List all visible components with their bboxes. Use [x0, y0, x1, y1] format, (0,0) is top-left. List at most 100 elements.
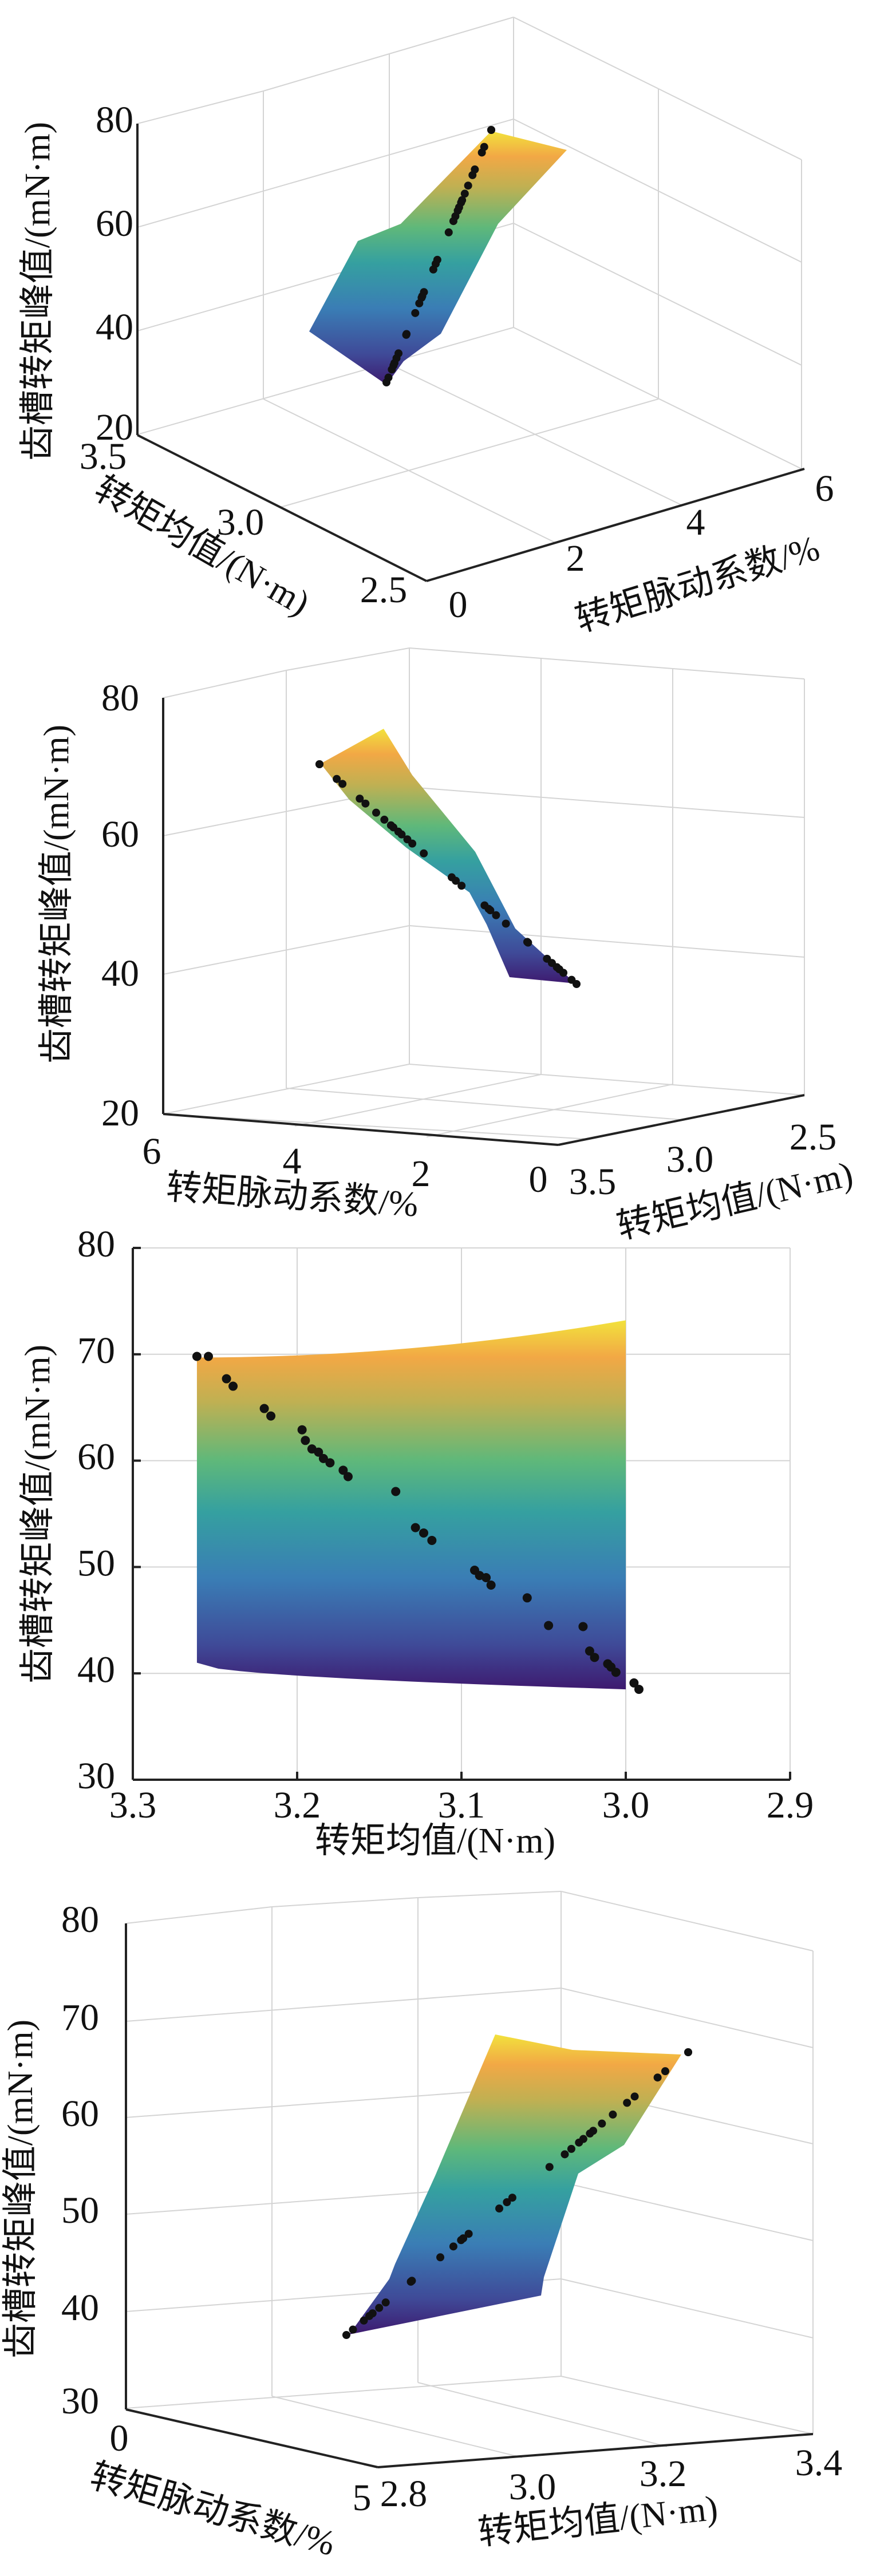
data-point	[634, 1685, 644, 1694]
y-axis-label: 转矩脉动系数/%	[86, 2456, 340, 2563]
panel-3d-front: 80 60 40 203.5 3.0 2.5 0 2 4 6 转矩均值/(N·m) 转矩脉动系数/% 齿…	[18, 17, 834, 639]
data-point	[338, 780, 347, 788]
data-point	[365, 2312, 374, 2320]
z-tick-label: 60	[101, 813, 139, 855]
data-point	[381, 2298, 390, 2307]
x-axis-line	[163, 1113, 559, 1146]
z-tick-label: 20	[96, 406, 133, 448]
y-axis-line	[558, 1094, 805, 1146]
gridline	[125, 1906, 273, 1924]
data-point	[486, 1580, 496, 1590]
data-point	[318, 1453, 328, 1463]
x-tick-label: 2.9	[767, 1784, 814, 1826]
y-tick-label: 50	[77, 1543, 115, 1585]
y-tick-label: 30	[77, 1755, 115, 1797]
data-point	[495, 2204, 504, 2213]
data-point	[391, 1487, 401, 1496]
data-point	[567, 2144, 575, 2153]
gridline	[513, 118, 802, 263]
data-point	[427, 1535, 437, 1545]
gridline	[163, 925, 410, 975]
gridline	[409, 1064, 805, 1096]
x-axis-line	[137, 434, 427, 582]
data-point	[503, 2198, 511, 2206]
y-tick-label: 40	[77, 1649, 115, 1690]
data-point	[372, 808, 380, 817]
gridline	[263, 398, 556, 543]
z-tick-label: 40	[61, 2287, 99, 2329]
data-point	[452, 876, 460, 885]
y-tick-label: 3.5	[569, 1161, 617, 1203]
data-point	[559, 969, 568, 977]
gridline	[163, 670, 287, 698]
data-point	[586, 2129, 594, 2138]
z-tick-label: 60	[61, 2093, 99, 2135]
data-point	[524, 938, 532, 947]
x-tick-label: 3.3	[109, 1784, 157, 1826]
data-point	[356, 795, 364, 803]
data-point	[486, 906, 495, 915]
x-tick-label: 3.1	[438, 1784, 486, 1826]
data-point	[457, 882, 466, 890]
data-point	[402, 330, 411, 339]
gridline	[137, 90, 264, 124]
gridline	[417, 2382, 668, 2447]
y-tick-label: 2	[566, 538, 585, 579]
data-point	[444, 228, 453, 236]
data-point	[266, 1411, 276, 1421]
x-tick-label: 6	[143, 1131, 161, 1172]
data-point	[449, 217, 457, 226]
data-point	[464, 2230, 473, 2238]
gridline	[561, 2182, 814, 2241]
data-point	[419, 1528, 428, 1538]
gridline	[409, 647, 805, 679]
data-point	[204, 1352, 214, 1361]
gridline	[163, 1113, 590, 1140]
data-point	[611, 1668, 621, 1677]
y-axis-label: 齿槽转矩峰值/(mN·m)	[18, 1345, 57, 1684]
x-tick-label: 4	[283, 1140, 302, 1182]
data-point	[468, 171, 477, 179]
gridline	[513, 17, 659, 89]
data-point	[544, 1621, 554, 1630]
x-tick-label: 3.0	[602, 1784, 650, 1826]
data-point	[609, 2110, 617, 2119]
gridline	[286, 1088, 682, 1120]
x-tick-label: 3.0	[217, 501, 265, 543]
x-tick-label: 2.5	[360, 569, 408, 611]
data-point	[375, 2304, 384, 2312]
gridline	[561, 1891, 814, 1951]
y-tick-label: 0	[449, 584, 468, 626]
data-point	[598, 2119, 606, 2128]
x-tick-label: 3.5	[80, 436, 127, 477]
data-point	[406, 2277, 415, 2286]
gridline	[389, 364, 682, 505]
gridline	[271, 1897, 419, 1907]
data-point	[575, 2138, 583, 2147]
gridline	[561, 2376, 814, 2435]
y-tick-label: 4	[686, 501, 705, 543]
data-point	[545, 2163, 554, 2171]
data-point	[192, 1352, 202, 1361]
z-axis-label: 齿槽转矩峰值/(mN·m)	[1, 2020, 40, 2358]
z-axis-label: 齿槽转矩峰值/(mN·m)	[37, 725, 76, 1064]
data-point	[684, 2048, 692, 2056]
fitted-surface	[196, 1320, 626, 1690]
data-point	[502, 919, 510, 928]
data-point	[573, 980, 581, 988]
data-point	[301, 1436, 310, 1445]
data-point	[325, 1458, 335, 1468]
data-point	[457, 2236, 465, 2245]
y-axis-line	[426, 468, 805, 582]
x-axis-line	[125, 2408, 378, 2468]
data-point	[630, 2092, 639, 2101]
gridline	[271, 2396, 523, 2458]
gridline	[513, 327, 802, 469]
gridline	[561, 1988, 814, 2048]
data-point	[315, 760, 323, 768]
gridline	[426, 1084, 673, 1137]
data-point	[222, 1374, 231, 1384]
x-axis-label: 转矩均值/(N·m)	[88, 469, 316, 623]
data-point	[397, 830, 406, 839]
